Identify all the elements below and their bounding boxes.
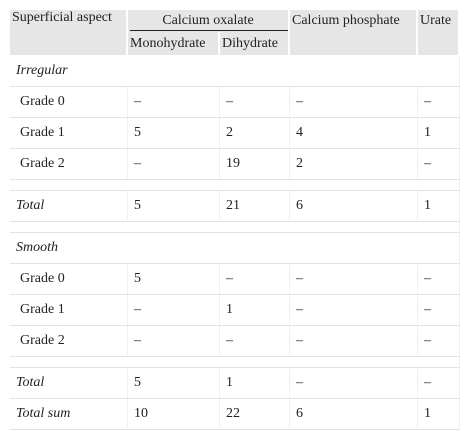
- header-cell: Calcium oxalate: [128, 10, 290, 32]
- spacer: [10, 357, 460, 368]
- cell: –: [290, 326, 418, 357]
- cell: 1: [418, 191, 460, 222]
- cell: 10: [128, 399, 220, 430]
- cell: 1: [418, 118, 460, 149]
- row-label: Grade 0: [10, 264, 128, 295]
- cell: 5: [128, 368, 220, 399]
- cell: 6: [290, 399, 418, 430]
- cell: –: [220, 264, 290, 295]
- cell: 21: [220, 191, 290, 222]
- cell: –: [418, 87, 460, 118]
- cell: 19: [220, 149, 290, 180]
- section-title: Smooth: [10, 233, 460, 264]
- header-fill: [418, 32, 460, 55]
- cell: 4: [290, 118, 418, 149]
- cell: 5: [128, 118, 220, 149]
- row-label: Grade 0: [10, 87, 128, 118]
- cell: –: [290, 264, 418, 295]
- header-cell: Superficial aspect: [10, 10, 128, 55]
- row-label: Grade 2: [10, 149, 128, 180]
- row-label: Grade 1: [10, 118, 128, 149]
- cell: –: [418, 326, 460, 357]
- cell: –: [290, 368, 418, 399]
- cell: –: [220, 326, 290, 357]
- row-label: Grade 2: [10, 326, 128, 357]
- cell: –: [220, 87, 290, 118]
- header-cell: Calcium phosphate: [290, 10, 418, 32]
- spacer: [10, 222, 460, 233]
- spacer: [10, 180, 460, 191]
- cell: 6: [290, 191, 418, 222]
- header-cell: Monohydrate: [128, 32, 220, 55]
- cell: 5: [128, 264, 220, 295]
- cell: –: [128, 149, 220, 180]
- cell: –: [418, 295, 460, 326]
- header-cell: Urate: [418, 10, 460, 32]
- cell: –: [290, 295, 418, 326]
- cell: –: [128, 87, 220, 118]
- cell: 2: [290, 149, 418, 180]
- cell: –: [418, 368, 460, 399]
- section-title: Irregular: [10, 56, 460, 87]
- cell: –: [290, 87, 418, 118]
- header-cell: Dihydrate: [220, 32, 290, 55]
- cell: –: [418, 149, 460, 180]
- cell: 1: [220, 295, 290, 326]
- cell: 1: [418, 399, 460, 430]
- cell: 5: [128, 191, 220, 222]
- cell: –: [418, 264, 460, 295]
- cell: 1: [220, 368, 290, 399]
- row-label: Total: [10, 191, 128, 222]
- cell: –: [128, 295, 220, 326]
- header-fill: [290, 32, 418, 55]
- cell: 22: [220, 399, 290, 430]
- header-rule: [130, 30, 288, 31]
- row-label: Total sum: [10, 399, 128, 430]
- cell: –: [128, 326, 220, 357]
- cell: 2: [220, 118, 290, 149]
- row-label: Total: [10, 368, 128, 399]
- row-label: Grade 1: [10, 295, 128, 326]
